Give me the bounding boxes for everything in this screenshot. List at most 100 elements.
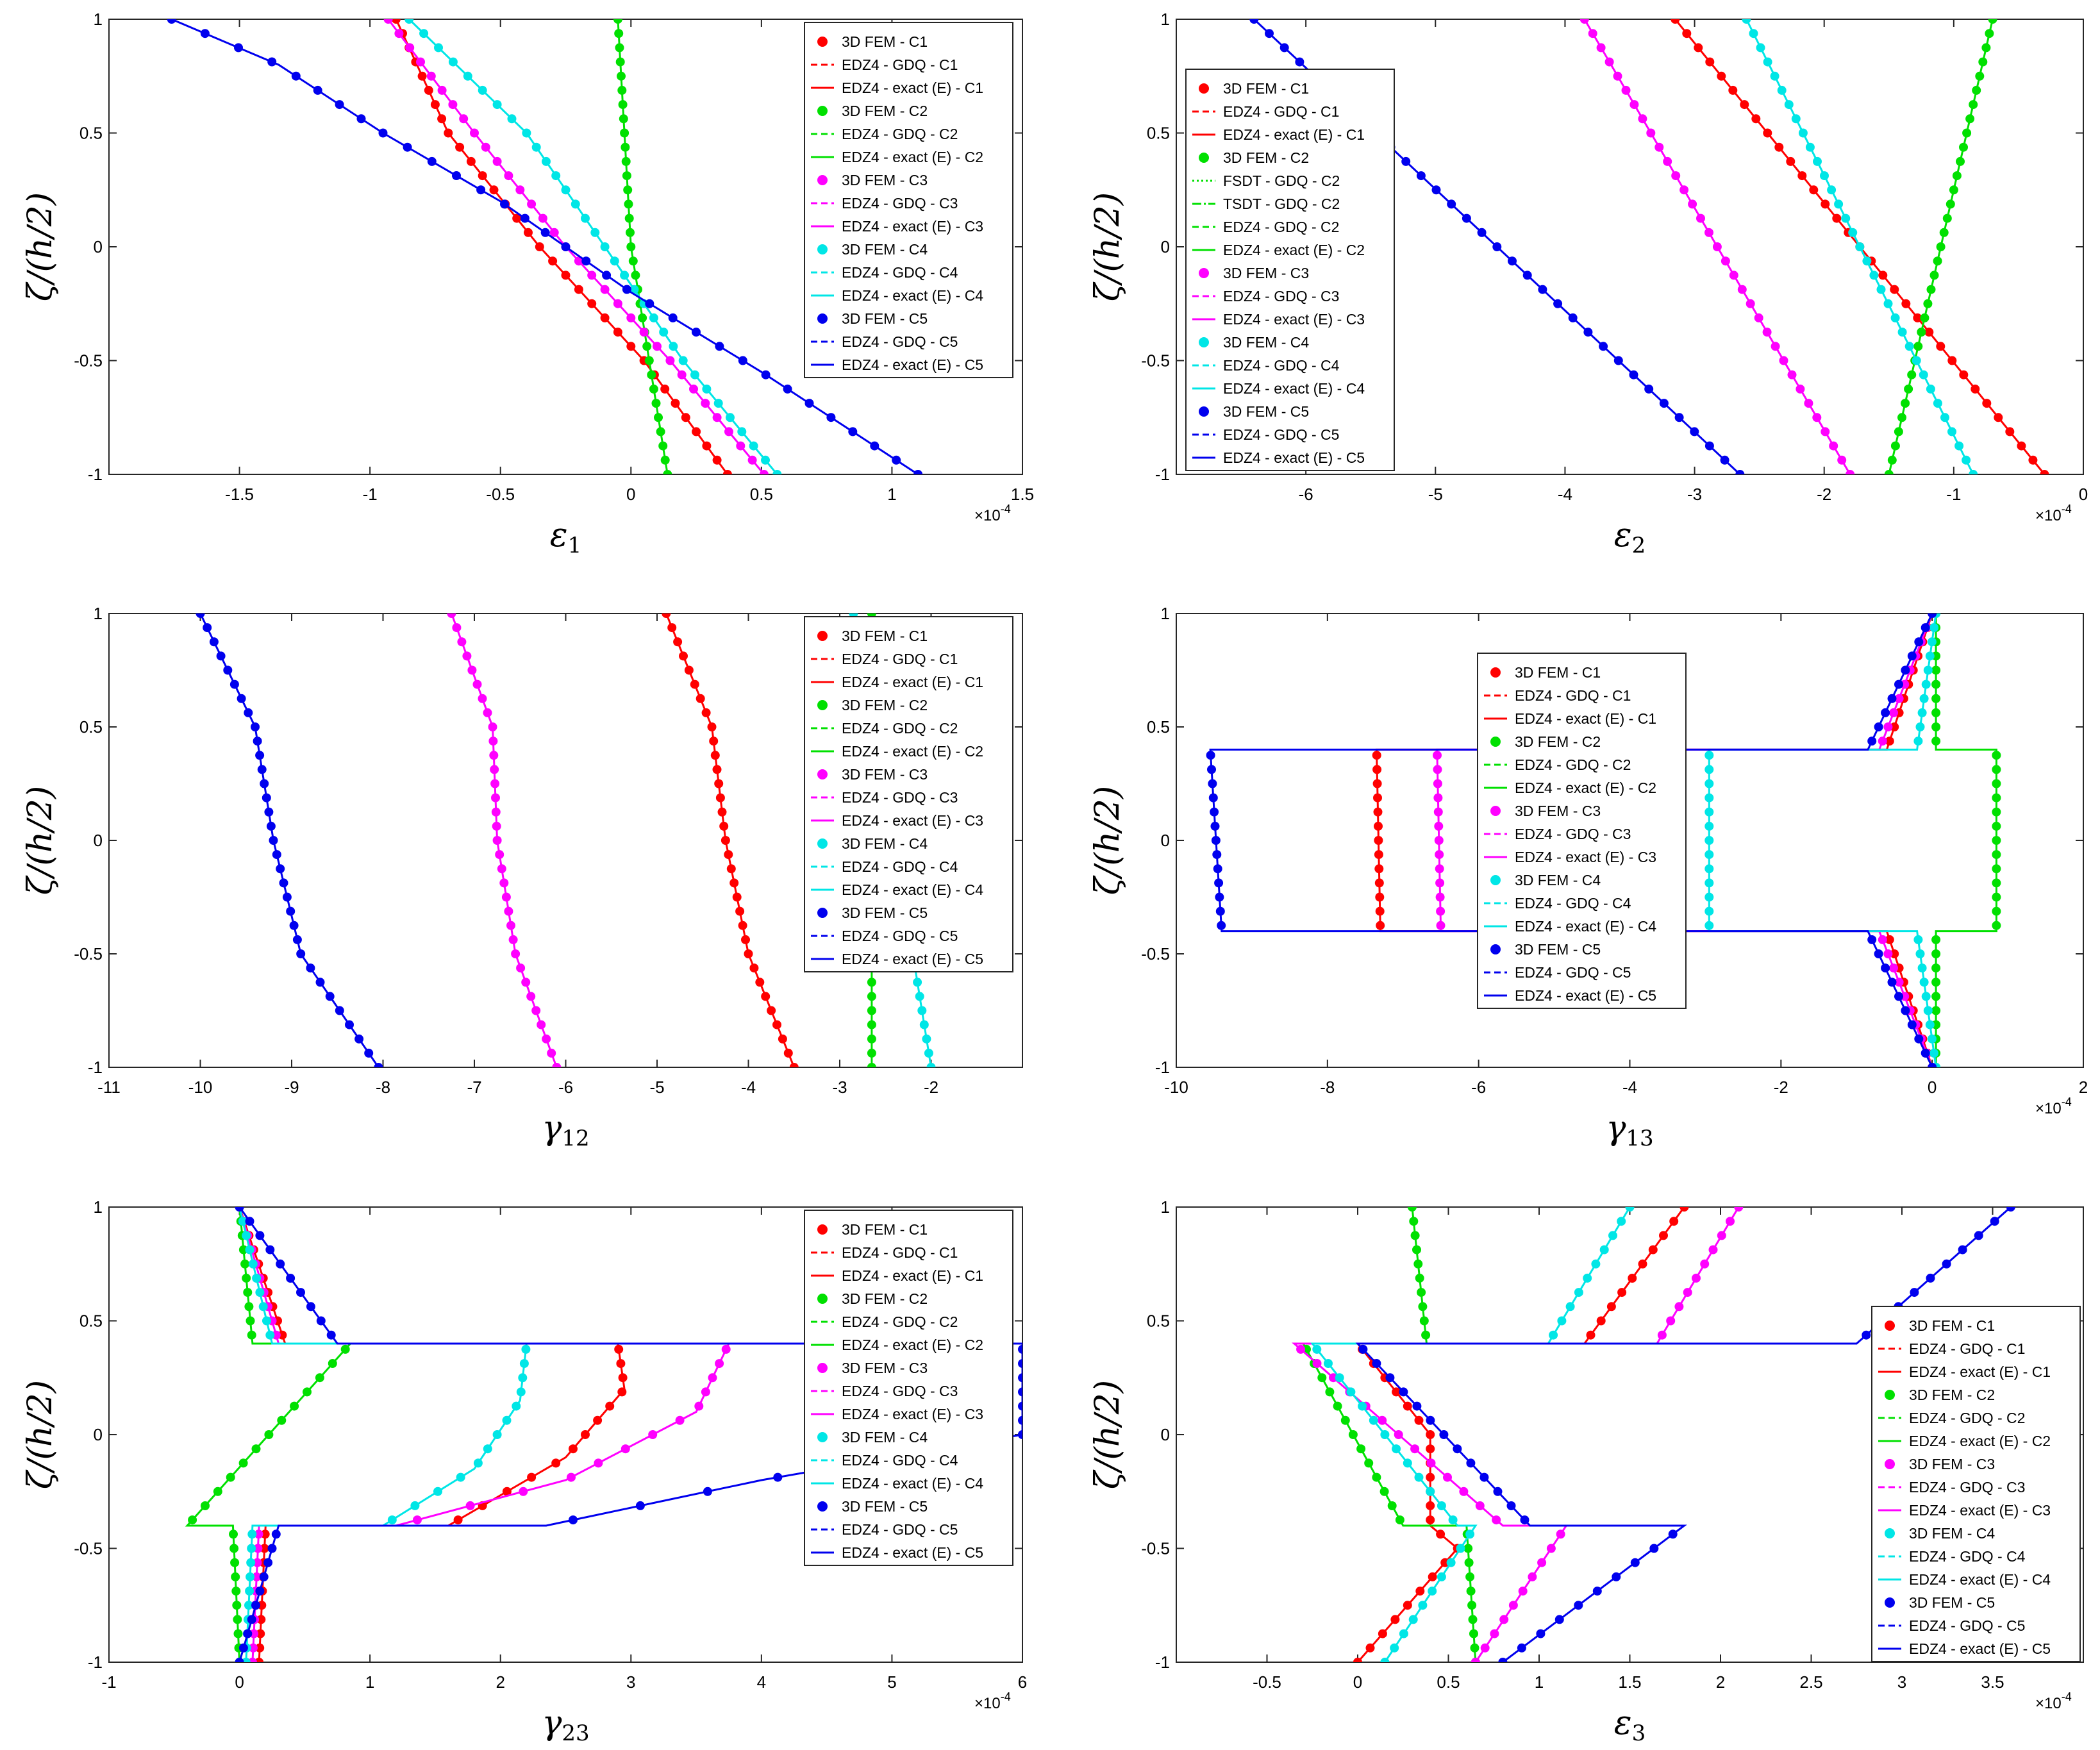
marker-C5	[276, 1259, 285, 1269]
x-exponent: ×10-4	[974, 503, 1011, 524]
x-axis-label: ε3	[1614, 1704, 1646, 1746]
marker-C5	[1208, 779, 1217, 788]
marker-C3	[1737, 285, 1747, 294]
marker-C2	[1907, 370, 1917, 379]
marker-C1	[1821, 199, 1830, 209]
legend-label: EDZ4 - GDQ - C1	[1515, 687, 1631, 704]
marker-C4	[1923, 665, 1933, 675]
marker-C5	[238, 1643, 248, 1653]
marker-C2	[1417, 1288, 1426, 1297]
legend-label: 3D FEM - C1	[1515, 664, 1601, 681]
marker-C1	[767, 1006, 776, 1015]
marker-C5	[635, 1501, 645, 1510]
x-tick-label: -9	[284, 1078, 299, 1097]
marker-C1	[1786, 156, 1796, 166]
marker-C2	[1410, 1231, 1420, 1240]
marker-C3	[1638, 114, 1647, 124]
marker-C2	[201, 1501, 210, 1510]
marker-C1	[772, 1020, 781, 1029]
marker-C3	[1433, 807, 1443, 817]
legend-label: 3D FEM - C5	[842, 904, 928, 921]
marker-C5	[243, 1629, 253, 1638]
marker-C5	[1674, 413, 1684, 422]
y-tick-label: -0.5	[1141, 1539, 1170, 1558]
marker-C2	[626, 228, 635, 237]
marker-C3	[492, 836, 502, 845]
marker-C4	[1777, 85, 1787, 95]
marker-C5	[1644, 384, 1654, 394]
marker-C2	[188, 1515, 197, 1525]
marker-C1	[2028, 455, 2038, 465]
marker-C5	[1910, 1288, 1919, 1297]
marker-C4	[917, 1006, 927, 1015]
marker-C5	[335, 1006, 344, 1015]
legend-label: 3D FEM - C3	[842, 1360, 928, 1376]
marker-C4	[1392, 1444, 1401, 1454]
y-tick-label: 0	[1161, 1425, 1170, 1444]
marker-C5	[1901, 665, 1910, 675]
marker-C1	[1374, 878, 1384, 888]
marker-C2	[1470, 1643, 1479, 1653]
x-tick-label: -1	[1946, 485, 1961, 504]
marker-C3	[1518, 1587, 1528, 1596]
legend-label: EDZ4 - exact (E) - C5	[1223, 449, 1365, 466]
marker-C3	[1378, 1415, 1387, 1425]
x-tick-label: -4	[1558, 485, 1572, 504]
marker-C4	[1798, 128, 1808, 138]
marker-C4	[247, 1544, 256, 1553]
marker-C4	[1913, 737, 1923, 746]
marker-C1	[617, 1387, 627, 1397]
marker-C4	[678, 356, 688, 365]
legend-label: 3D FEM - C1	[842, 33, 928, 50]
marker-C1	[778, 1034, 787, 1044]
marker-C4	[1369, 1415, 1378, 1425]
marker-C4	[518, 1373, 528, 1383]
marker-C2	[626, 242, 636, 251]
x-tick-label: -6	[1471, 1078, 1486, 1097]
marker-C3	[1410, 1444, 1420, 1454]
legend-label: 3D FEM - C3	[1909, 1456, 1995, 1472]
legend-label: 3D FEM - C3	[842, 172, 928, 188]
marker-C5	[848, 427, 858, 437]
marker-C5	[326, 1330, 336, 1340]
marker-C1	[1372, 779, 1382, 788]
series-line-C5	[199, 613, 379, 1067]
marker-C2	[1931, 665, 1941, 675]
marker-C5	[703, 1487, 712, 1496]
marker-C4	[483, 1444, 492, 1454]
marker-C1	[783, 1048, 793, 1058]
marker-C2	[1466, 1587, 1476, 1596]
x-tick-label: 1	[365, 1672, 374, 1692]
marker-C2	[1469, 1629, 1478, 1638]
marker-C2	[1364, 1458, 1374, 1468]
marker-C4	[1312, 1344, 1322, 1354]
marker-C4	[1925, 651, 1935, 661]
marker-C3	[506, 921, 515, 930]
marker-C2	[240, 1259, 250, 1269]
marker-C1	[714, 779, 724, 788]
marker-C1	[662, 613, 671, 618]
marker-C3	[457, 637, 467, 647]
marker-C5	[1554, 1615, 1564, 1624]
marker-C3	[383, 19, 393, 24]
marker-C1	[690, 679, 699, 689]
plot-area	[1249, 19, 2049, 474]
marker-C3	[452, 623, 462, 633]
x-tick-label: -5	[649, 1078, 664, 1097]
marker-C4	[531, 142, 541, 152]
legend-label: EDZ4 - GDQ - C5	[1909, 1617, 2025, 1634]
marker-C2	[656, 427, 665, 437]
marker-C5	[476, 185, 486, 195]
marker-C5	[1211, 836, 1221, 845]
marker-C5	[306, 963, 315, 973]
marker-C4	[1915, 949, 1925, 958]
marker-C4	[1403, 1458, 1412, 1468]
marker-C2	[867, 1034, 876, 1044]
legend-box	[1185, 69, 1395, 471]
marker-C4	[1704, 807, 1714, 817]
marker-C4	[1426, 1487, 1435, 1496]
x-tick-label: 2	[496, 1672, 504, 1692]
marker-C2	[242, 1273, 251, 1283]
marker-C3	[492, 821, 501, 831]
marker-C2	[247, 1330, 256, 1340]
